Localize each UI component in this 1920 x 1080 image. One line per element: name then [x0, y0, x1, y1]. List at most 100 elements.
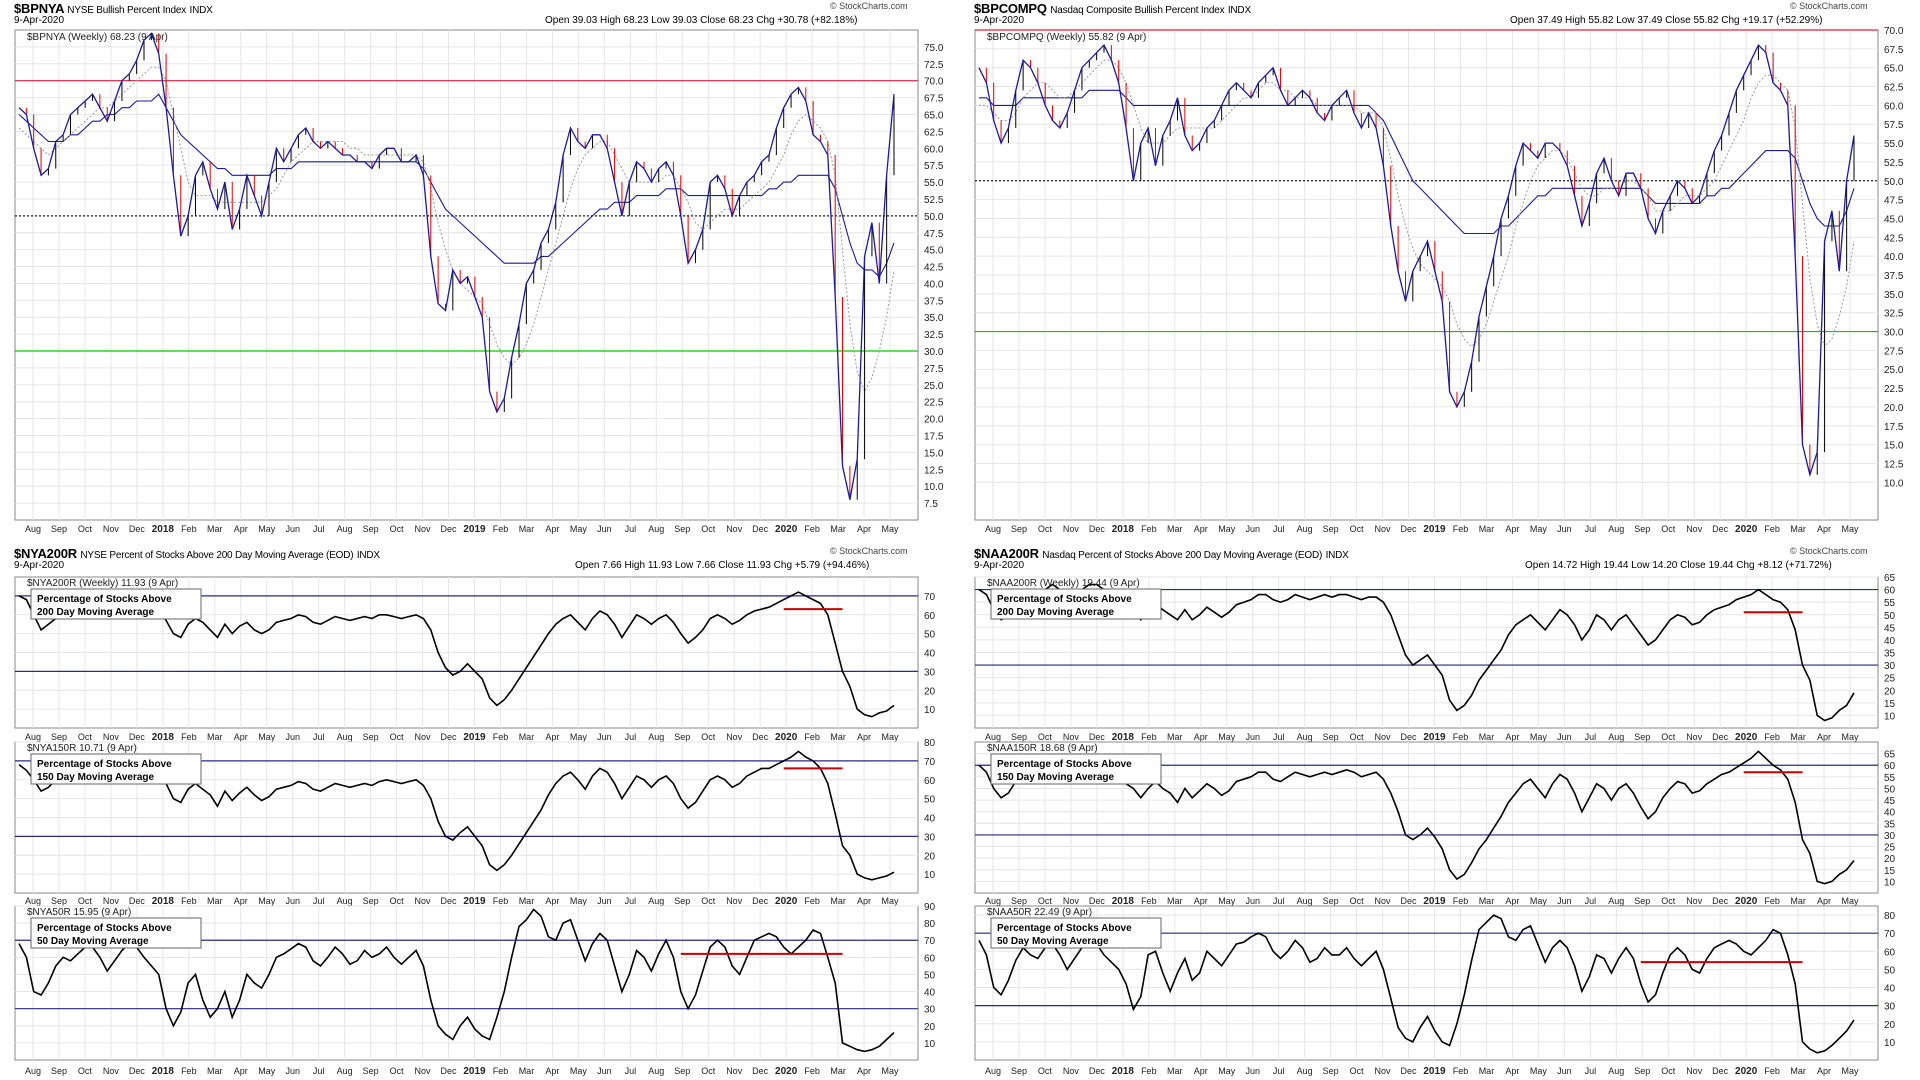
- chart-label-box: Percentage of Stocks Above 50 Day Moving …: [990, 917, 1162, 949]
- x-tick-label: Oct: [390, 1066, 405, 1076]
- chart-label-box: Percentage of Stocks Above 150 Day Moving…: [990, 753, 1162, 785]
- x-tick-label: Mar: [830, 732, 846, 742]
- ohlc-readout: Open 39.03 High 68.23 Low 39.03 Close 68…: [545, 15, 858, 26]
- label-box: [30, 917, 202, 949]
- x-tick-label: Mar: [1479, 732, 1495, 742]
- x-tick-label: Jul: [625, 896, 637, 906]
- x-tick-label: May: [1530, 732, 1548, 742]
- chart-date: 9-Apr-2020: [974, 15, 1025, 26]
- x-tick-label: Aug: [985, 732, 1001, 742]
- x-tick-label: May: [570, 524, 588, 534]
- x-tick-label: Sep: [674, 732, 690, 742]
- x-tick-label: 2018: [152, 732, 175, 743]
- x-tick-label: 2019: [463, 732, 486, 743]
- y-tick-label: 70.0: [1884, 26, 1904, 37]
- x-tick-label: Mar: [830, 1066, 846, 1076]
- x-tick-label: Feb: [1141, 732, 1157, 742]
- x-tick-label: Oct: [78, 524, 93, 534]
- y-tick-label: 70: [924, 757, 936, 768]
- x-tick-label: Feb: [493, 896, 509, 906]
- x-tick-label: Nov: [1063, 1066, 1080, 1076]
- y-tick-label: 45.0: [924, 246, 944, 257]
- x-tick-label: Feb: [804, 524, 820, 534]
- x-tick-label: Aug: [985, 896, 1001, 906]
- y-tick-label: 35: [1884, 649, 1896, 660]
- x-tick-label: Oct: [1350, 524, 1365, 534]
- chart-exchange: INDX: [189, 5, 213, 16]
- x-tick-label: Oct: [701, 896, 716, 906]
- x-tick-label: Dec: [1712, 524, 1729, 534]
- x-tick-label: Feb: [493, 732, 509, 742]
- x-tick-label: Jun: [1557, 732, 1572, 742]
- x-tick-label: Sep: [363, 732, 379, 742]
- chart-name: Nasdaq Composite Bullish Percent Index: [1050, 5, 1225, 16]
- main-chart-header: $BPNYA NYSE Bullish Percent Index INDX 9…: [0, 0, 950, 30]
- y-tick-label: 27.5: [1884, 346, 1904, 357]
- x-tick-label: Oct: [1661, 524, 1676, 534]
- y-tick-label: 30: [924, 1005, 936, 1016]
- y-tick-label: 50: [1884, 965, 1896, 976]
- y-tick-label: 90: [924, 902, 936, 913]
- y-tick-label: 7.5: [924, 499, 938, 510]
- x-tick-label: Nov: [415, 732, 432, 742]
- x-tick-label: Feb: [1453, 732, 1469, 742]
- x-tick-label: Sep: [51, 1066, 67, 1076]
- y-tick-label: 15.0: [1884, 441, 1904, 452]
- y-tick-label: 60: [1884, 586, 1896, 597]
- x-tick-label: Jun: [597, 732, 612, 742]
- label-text: 200 Day Moving Average: [37, 607, 155, 618]
- y-tick-label: 47.5: [924, 229, 944, 240]
- x-tick-label: 2019: [1423, 1066, 1446, 1077]
- sub-chart-header: $NYA200R NYSE Percent of Stocks Above 20…: [0, 545, 950, 575]
- y-tick-label: 32.5: [924, 330, 944, 341]
- x-tick-label: Jun: [597, 524, 612, 534]
- y-tick-label: 37.5: [1884, 271, 1904, 282]
- x-tick-label: Jun: [285, 1066, 300, 1076]
- x-tick-label: Nov: [415, 1066, 432, 1076]
- x-tick-label: Oct: [1661, 1066, 1676, 1076]
- x-tick-label: 2019: [463, 524, 486, 535]
- y-tick-label: 80: [924, 919, 936, 930]
- x-tick-label: Dec: [129, 896, 146, 906]
- series-title: $NAA150R 18.68 (9 Apr): [987, 743, 1098, 754]
- ma-long-line: [18, 93, 895, 278]
- y-tick-label: 30.0: [1884, 328, 1904, 339]
- x-tick-label: Nov: [1375, 732, 1392, 742]
- x-tick-label: Dec: [1401, 1066, 1418, 1076]
- x-tick-label: Jun: [285, 732, 300, 742]
- label-box: [30, 753, 202, 785]
- main-chart-header: $BPCOMPQ Nasdaq Composite Bullish Percen…: [960, 0, 1910, 30]
- x-tick-label: Apr: [1817, 896, 1831, 906]
- x-tick-label: Oct: [1038, 732, 1053, 742]
- x-tick-label: Mar: [1479, 524, 1495, 534]
- x-tick-label: May: [1530, 896, 1548, 906]
- y-tick-label: 10: [1884, 1038, 1896, 1049]
- x-tick-label: Sep: [1323, 896, 1339, 906]
- x-tick-label: Aug: [985, 524, 1001, 534]
- x-tick-label: Nov: [1686, 1066, 1703, 1076]
- y-tick-label: 17.5: [924, 432, 944, 443]
- x-tick-label: Aug: [337, 1066, 353, 1076]
- label-text: Percentage of Stocks Above: [37, 759, 172, 770]
- x-tick-label: Sep: [51, 732, 67, 742]
- y-tick-label: 20.0: [924, 415, 944, 426]
- x-tick-label: 2020: [1735, 1066, 1758, 1077]
- x-tick-label: May: [882, 1066, 900, 1076]
- y-tick-label: 47.5: [1884, 196, 1904, 207]
- x-tick-label: Dec: [752, 524, 769, 534]
- x-tick-label: Sep: [51, 896, 67, 906]
- x-tick-label: Nov: [726, 524, 743, 534]
- y-tick-label: 70.0: [924, 77, 944, 88]
- x-tick-label: Feb: [804, 896, 820, 906]
- y-tick-label: 30: [1884, 831, 1896, 842]
- y-tick-label: 60: [924, 953, 936, 964]
- x-tick-label: Dec: [1712, 1066, 1729, 1076]
- copyright-text: © StockCharts.com: [830, 1, 908, 11]
- y-tick-label: 70: [1884, 929, 1896, 940]
- sub-chart-name: NYSE Percent of Stocks Above 200 Day Mov…: [80, 550, 354, 561]
- x-tick-label: Oct: [701, 1066, 716, 1076]
- x-tick-label: Nov: [1063, 732, 1080, 742]
- label-box: [30, 588, 202, 620]
- x-tick-label: Mar: [1167, 524, 1183, 534]
- y-tick-label: 10: [1884, 877, 1896, 888]
